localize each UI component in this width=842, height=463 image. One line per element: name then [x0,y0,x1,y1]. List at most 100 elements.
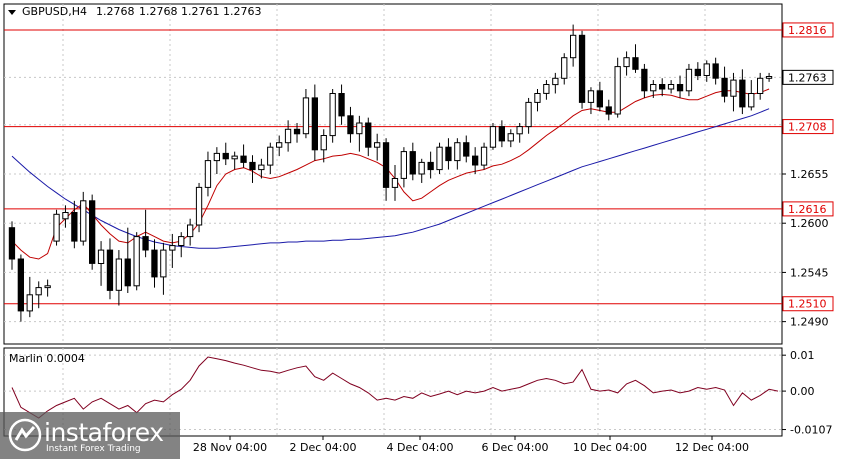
level-label: 1.2816 [788,24,827,37]
candle-body [44,285,51,289]
price-tick-label: 1.2490 [790,316,829,329]
candle-body [694,68,702,77]
candle-body [427,161,434,171]
candle-body [204,160,212,188]
candle-body [650,84,657,92]
candle-body [26,294,33,312]
candle-body [721,77,728,97]
candle-body [703,63,710,77]
candle-body [267,146,274,166]
symbol-header: GBPUSD,H4 [22,5,87,18]
marlin-indicator: 0.01 0.00 -0.0107 [4,349,832,437]
indicator-tick-label: 0.00 [790,385,815,398]
candle-body [489,126,497,148]
fast-ma-line [11,88,770,260]
level-label: 1.2510 [788,298,827,311]
indicator-title: Marlin 0.0004 [9,352,85,365]
candle-body [498,126,506,142]
candle-body [213,152,220,162]
candle-body [8,227,16,260]
candle-body [578,34,586,103]
level-label-box [782,201,834,217]
candle-body [320,135,327,151]
brand-name: instaforex [44,418,164,447]
ohlc-high: 1.2768 [139,5,178,18]
collapse-triangle-icon[interactable] [8,10,16,15]
candle-body [222,152,229,160]
candle-body [534,93,541,103]
candle-body [195,186,203,226]
candle-body [570,34,577,59]
candle-body [445,146,452,162]
candle-body [97,249,105,265]
candle-body [35,287,42,296]
candle-body [712,63,719,79]
candle-body [311,97,319,151]
candle-body [667,84,675,90]
candle-body [765,76,773,79]
candle-body [347,115,354,135]
candle-body [124,258,131,287]
candle-body [525,101,532,128]
level-label-box [782,296,834,312]
time-tick-label: 2 Dec 04:00 [290,441,357,454]
candle-body [178,236,185,247]
brand-tagline: Instant Forex Trading [46,444,141,454]
candle-body [284,128,292,144]
candle-body [276,142,283,148]
candle-body [748,93,755,108]
candle-body [391,178,399,188]
level-label-box [782,22,834,38]
candle-body [659,84,666,90]
candle-body [374,142,381,148]
price-tick-label: 1.2655 [790,168,829,181]
candle-body [293,128,301,135]
candle-body [53,213,60,242]
candle-body [632,57,639,70]
candle-body [115,258,122,291]
candle-body [507,133,514,142]
candle-body [587,90,595,103]
horizontal-levels [4,29,782,305]
current-price-box [782,69,834,85]
ohlc-close: 1.2763 [223,5,262,18]
candle-body [160,249,167,278]
candle-body [169,245,176,251]
candles [8,24,773,322]
price-panel-frame [3,3,783,345]
candle-body [623,57,630,68]
level-label: 1.2708 [788,121,827,134]
candle-body [365,122,372,148]
candle-body [187,224,194,238]
candle-body [757,77,764,95]
candle-body [543,84,550,94]
candle-body [685,68,693,92]
candle-body [338,93,345,117]
level-label-box [782,119,834,135]
candle-body [356,122,363,135]
candle-body [552,77,559,86]
time-tick-label: 12 Dec 04:00 [675,441,749,454]
candle-body [240,155,247,163]
candle-body [596,90,604,108]
candle-body [382,142,390,188]
candle-body [409,151,416,175]
candle-body [454,142,461,162]
candle-body [676,84,684,92]
candle-body [614,66,621,115]
candle-body [641,68,648,92]
time-tick-label: 28 Nov 04:00 [193,441,267,454]
candle-body [231,155,238,160]
indicator-tick-label: -0.0107 [790,424,832,437]
candle-body [739,79,746,108]
candle-body [561,57,568,79]
candle-body [480,146,488,166]
candle-body [730,79,737,97]
level-label: 1.2616 [788,203,827,216]
candle-body [605,106,612,115]
candle-body [463,142,470,157]
time-tick-label: 6 Dec 04:00 [482,441,549,454]
time-tick-label: 10 Dec 04:00 [573,441,647,454]
